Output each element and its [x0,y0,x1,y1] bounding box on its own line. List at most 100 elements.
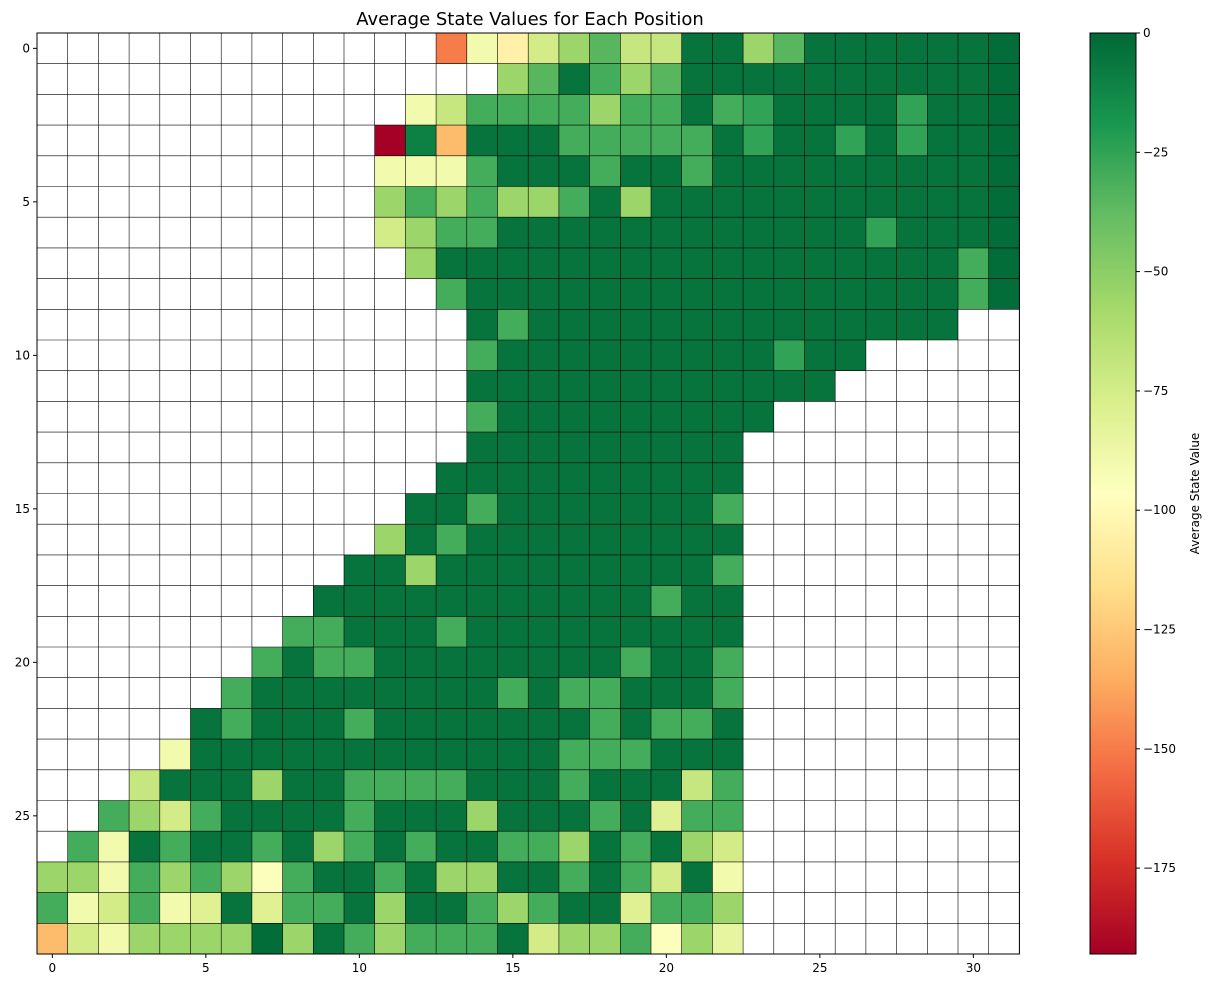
heatmap-cell [958,278,989,310]
heatmap-cell [190,708,222,740]
heatmap-cell [282,616,314,648]
heatmap-cell [927,247,959,279]
heatmap-cell [282,125,314,157]
heatmap-cell [344,831,375,863]
heatmap-cell [835,340,867,371]
heatmap-cell [497,370,529,402]
heatmap-cell [589,861,621,893]
heatmap-cell [497,462,529,494]
heatmap-cell [651,94,682,126]
heatmap-cell [374,247,406,279]
heatmap-cell [282,247,314,279]
heatmap-cell [313,585,345,617]
heatmap-cell [865,831,897,863]
heatmap-cell [896,861,928,893]
heatmap-cell [129,800,161,832]
heatmap-cell [313,217,345,249]
heatmap-cell [927,892,959,924]
heatmap-cell [835,923,867,955]
heatmap-cell [558,94,590,126]
heatmap-cell [313,33,345,64]
heatmap-cell [988,370,1020,402]
heatmap-cell [804,524,836,556]
heatmap-cell [896,800,928,832]
heatmap-cell [37,278,68,310]
heatmap-cell [896,524,928,556]
heatmap-cell [251,647,283,678]
heatmap-cell [804,155,836,187]
heatmap-cell [129,94,161,126]
heatmap-cell [436,677,468,709]
heatmap-cell [251,524,283,556]
heatmap-cell [221,739,253,771]
heatmap-cell [958,125,989,157]
heatmap-cell [497,340,529,371]
heatmap-cell [528,647,560,678]
heatmap-cell [896,33,928,64]
heatmap-cell [282,585,314,617]
heatmap-cell [743,524,775,556]
heatmap-cell [651,63,682,95]
heatmap-cell [436,800,468,832]
heatmap-cell [558,892,590,924]
heatmap-cell [804,647,836,678]
heatmap-cells [37,33,1020,955]
heatmap-cell [251,462,283,494]
heatmap-cell [835,554,867,586]
heatmap-cell [712,739,744,771]
heatmap-cell [37,616,68,648]
heatmap-cell [313,493,345,525]
heatmap-cell [37,125,68,157]
heatmap-cell [436,217,468,249]
heatmap-cell [651,554,682,586]
heatmap-cell [344,186,375,218]
heatmap-cell [251,94,283,126]
heatmap-cell [835,800,867,832]
heatmap-cell [804,63,836,95]
heatmap-cell [712,462,744,494]
heatmap-cell [129,309,161,341]
heatmap-cell [190,739,222,771]
heatmap-cell [773,33,805,64]
heatmap-cell [405,94,437,126]
heatmap-cell [344,462,375,494]
heatmap-cell [129,155,161,187]
heatmap-cell [466,125,498,157]
heatmap-cell [159,647,191,678]
colorbar-tick-label: −150 [1143,742,1176,756]
heatmap-cell [344,647,375,678]
heatmap-cell [620,247,652,279]
heatmap-cell [743,247,775,279]
heatmap-cell [436,340,468,371]
heatmap-cell [958,462,989,494]
heatmap-cell [865,63,897,95]
heatmap-cell [344,33,375,64]
heatmap-cell [681,370,713,402]
heatmap-cell [835,217,867,249]
heatmap-cell [927,554,959,586]
heatmap-cell [988,554,1020,586]
heatmap-cell [620,923,652,955]
heatmap-cell [773,647,805,678]
heatmap-cell [466,923,498,955]
heatmap-cell [651,524,682,556]
heatmap-cell [497,309,529,341]
heatmap-cell [988,401,1020,433]
heatmap-cell [958,247,989,279]
heatmap-cell [466,462,498,494]
heatmap-cell [896,217,928,249]
heatmap-cell [804,800,836,832]
heatmap-cell [743,554,775,586]
heatmap-cell [620,677,652,709]
heatmap-cell [712,923,744,955]
heatmap-cell [37,370,68,402]
heatmap-cell [589,923,621,955]
heatmap-cell [282,892,314,924]
heatmap-cell [497,278,529,310]
heatmap-cell [589,462,621,494]
plot-border [36,32,1020,955]
heatmap-cell [159,401,191,433]
heatmap-cell [835,432,867,464]
heatmap-cell [835,247,867,279]
heatmap-cell [712,247,744,279]
